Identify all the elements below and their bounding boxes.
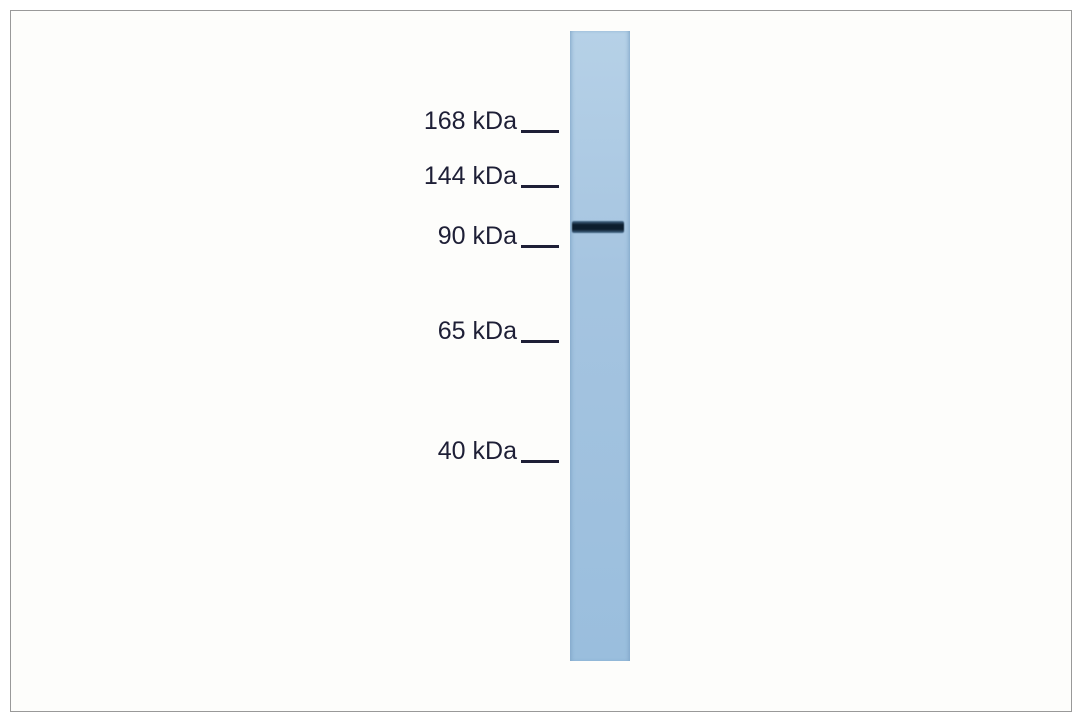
marker-label: 168 kDa	[424, 107, 517, 136]
marker-row: 40 kDa	[11, 436, 559, 467]
marker-row: 65 kDa	[11, 316, 559, 347]
marker-label: 40 kDa	[438, 437, 517, 466]
marker-label: 65 kDa	[438, 317, 517, 346]
marker-label: 90 kDa	[438, 222, 517, 251]
blot-lane	[570, 31, 630, 661]
marker-label: 144 kDa	[424, 162, 517, 191]
marker-row: 90 kDa	[11, 221, 559, 252]
marker-tick	[521, 185, 559, 188]
marker-tick	[521, 245, 559, 248]
marker-row: 144 kDa	[11, 161, 559, 192]
marker-tick	[521, 460, 559, 463]
marker-tick	[521, 130, 559, 133]
marker-row: 168 kDa	[11, 106, 559, 137]
band-0	[572, 221, 624, 233]
marker-tick	[521, 340, 559, 343]
blot-canvas: 168 kDa 144 kDa 90 kDa 65 kDa 40 kDa	[10, 10, 1072, 712]
